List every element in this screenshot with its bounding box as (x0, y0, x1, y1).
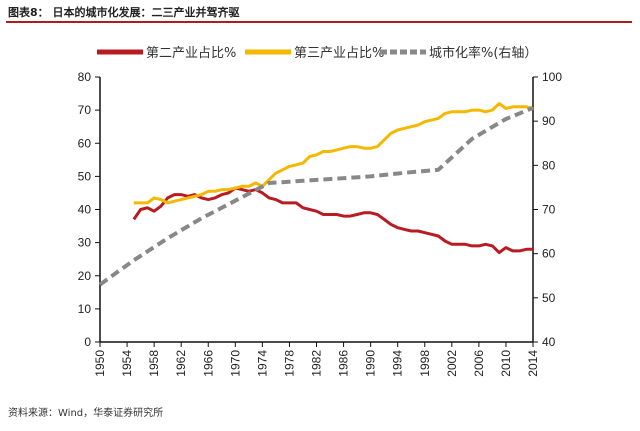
right-tick-label: 60 (542, 247, 556, 261)
right-tick-label: 90 (542, 114, 556, 128)
x-tick-label: 1986 (337, 350, 351, 377)
left-tick-label: 80 (78, 70, 92, 84)
left-tick-label: 0 (84, 335, 91, 349)
x-tick-label: 1958 (147, 350, 161, 377)
x-tick-label: 1990 (364, 350, 378, 377)
x-tick-label: 2002 (445, 350, 459, 377)
right-tick-label: 70 (542, 203, 556, 217)
left-tick-label: 60 (78, 136, 92, 150)
right-tick-label: 80 (542, 158, 556, 172)
x-tick-label: 2014 (526, 350, 540, 377)
x-tick-label: 2010 (499, 350, 513, 377)
x-tick-label: 1982 (310, 350, 324, 377)
x-tick-label: 1970 (228, 350, 242, 377)
right-tick-label: 100 (542, 70, 562, 84)
right-tick-label: 40 (542, 335, 556, 349)
legend-label-2: 第三产业占比% (294, 46, 384, 61)
legend-label-3: 城市化率%(右轴） (429, 45, 537, 61)
x-tick-label: 1998 (418, 350, 432, 377)
left-tick-label: 20 (78, 269, 92, 283)
legend-label-1: 第二产业占比% (146, 46, 236, 61)
series-line-1 (132, 186, 533, 255)
right-tick-label: 50 (542, 291, 556, 305)
series-line-2 (133, 102, 534, 205)
x-tick-label: 2006 (472, 350, 486, 377)
left-tick-label: 40 (78, 203, 92, 217)
left-tick-label: 30 (78, 236, 92, 250)
left-tick-label: 50 (78, 169, 92, 183)
left-tick-label: 10 (78, 302, 92, 316)
x-tick-label: 1954 (120, 350, 134, 377)
x-tick-label: 1994 (391, 350, 405, 377)
x-tick-label: 1962 (174, 350, 188, 377)
x-tick-label: 1950 (93, 350, 107, 377)
x-tick-label: 1966 (201, 350, 215, 377)
left-tick-label: 70 (78, 103, 92, 117)
series-line-3 (98, 106, 534, 287)
x-tick-label: 1978 (282, 350, 296, 377)
title-rule (6, 21, 632, 23)
source-note: 资料来源：Wind，华泰证券研究所 (8, 408, 164, 419)
chart-title: 图表8： 日本的城市化发展：二三产业并驾齐驱 (8, 6, 240, 19)
x-tick-label: 1974 (255, 350, 269, 377)
